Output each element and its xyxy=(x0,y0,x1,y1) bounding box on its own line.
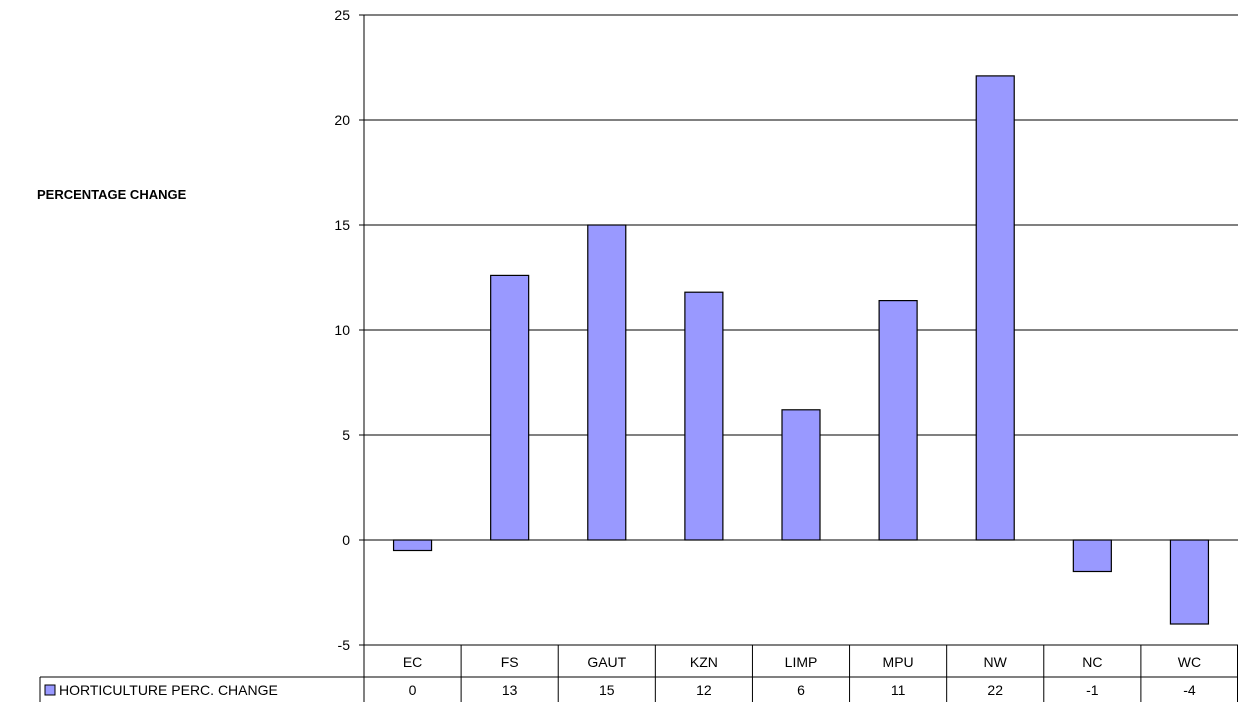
y-tick-label: 15 xyxy=(334,217,350,233)
table-value: 12 xyxy=(696,682,712,698)
x-tick-label: GAUT xyxy=(587,654,626,670)
x-tick-label: EC xyxy=(403,654,422,670)
table-value: -1 xyxy=(1086,682,1099,698)
bar-nc xyxy=(1072,539,1112,573)
bar-wc xyxy=(1169,539,1210,625)
bar-nw xyxy=(975,75,1015,541)
table-value: 15 xyxy=(599,682,615,698)
table-value: 11 xyxy=(891,682,906,698)
bar-gaut xyxy=(587,224,627,541)
y-tick-labels: -5 0 5 10 15 20 25 xyxy=(334,7,350,653)
y-tick-label: 5 xyxy=(342,427,350,443)
legend: HORTICULTURE PERC. CHANGE xyxy=(44,682,278,698)
x-tick-label: WC xyxy=(1178,654,1201,670)
bar-kzn xyxy=(684,291,724,541)
bar-fs xyxy=(490,274,530,541)
y-tick-label: 0 xyxy=(342,532,350,548)
table-value: -4 xyxy=(1183,682,1196,698)
bar-ec xyxy=(392,539,433,552)
table-value: 6 xyxy=(797,682,805,698)
y-tick-label: 10 xyxy=(334,322,350,338)
table-value: 22 xyxy=(987,682,1003,698)
x-tick-label: KZN xyxy=(690,654,718,670)
x-tick-label: LIMP xyxy=(785,654,818,670)
y-tick-label: 25 xyxy=(334,7,350,23)
y-tick-label: 20 xyxy=(334,112,350,128)
bars xyxy=(392,75,1210,625)
table-value: 0 xyxy=(409,682,417,698)
bar-mpu xyxy=(878,300,918,541)
bar-limp xyxy=(781,409,821,541)
data-table: EC 0 FS 13 GAUT 15 KZN 12 LIMP 6 MPU 11 NW 22 NC -1 WC -4 xyxy=(39,644,1238,702)
y-tick-label: -5 xyxy=(338,637,351,653)
y-axis-label: PERCENTAGE CHANGE xyxy=(37,187,187,202)
x-tick-label: NC xyxy=(1082,654,1102,670)
x-tick-label: MPU xyxy=(883,654,914,670)
legend-swatch xyxy=(44,684,56,696)
x-tick-label: FS xyxy=(501,654,519,670)
table-value: 13 xyxy=(502,682,518,698)
x-tick-label: NW xyxy=(984,654,1008,670)
legend-label: HORTICULTURE PERC. CHANGE xyxy=(59,682,278,698)
